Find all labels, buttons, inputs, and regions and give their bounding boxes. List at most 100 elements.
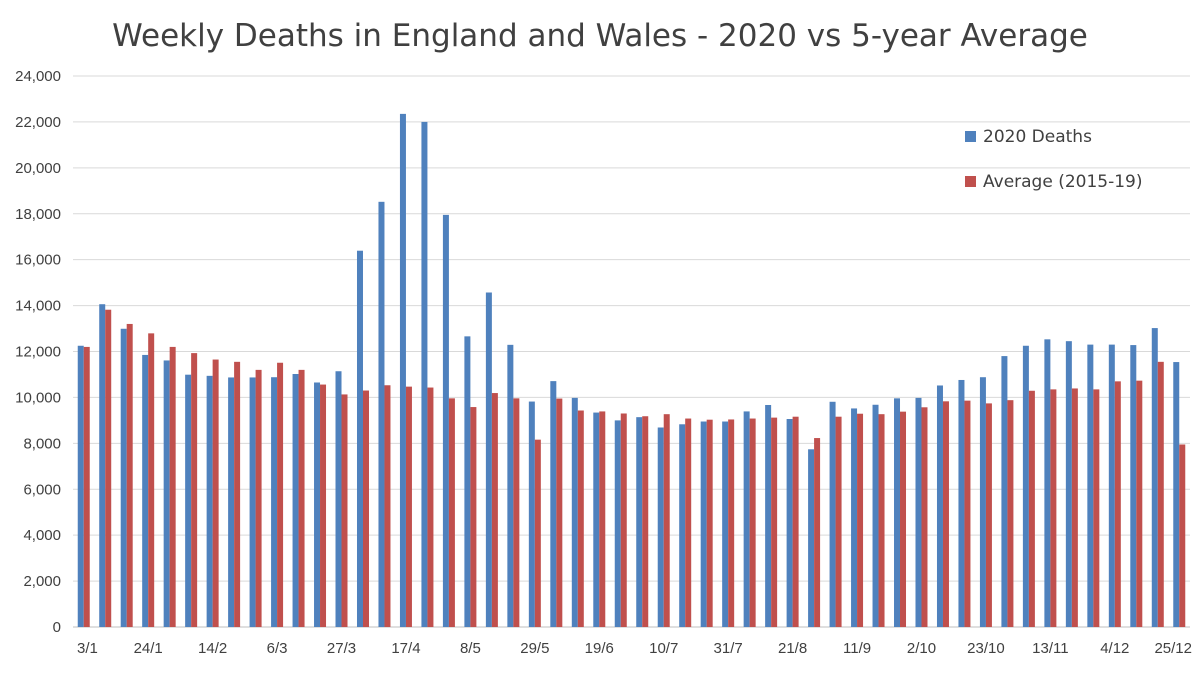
bar-average: [534, 439, 541, 627]
x-tick-label: 3/1: [77, 640, 98, 657]
bar-2020: [485, 292, 492, 627]
bar-2020: [786, 419, 793, 627]
bar-average: [448, 398, 455, 627]
bar-average: [1179, 444, 1186, 627]
y-tick-label: 12,000: [15, 344, 61, 361]
bar-2020: [979, 377, 986, 627]
bar-2020: [271, 377, 278, 627]
legend: 2020 Deaths Average (2015-19): [965, 127, 1143, 192]
bar-2020: [120, 328, 127, 627]
bar-average: [191, 353, 198, 627]
bar-2020: [1044, 339, 1051, 627]
bar-2020: [163, 360, 170, 627]
bar-2020: [1001, 356, 1008, 627]
bar-average: [878, 414, 885, 627]
x-tick-label: 6/3: [267, 640, 288, 657]
bar-average: [771, 417, 778, 627]
bars: [77, 113, 1186, 628]
bar-2020: [378, 201, 385, 627]
bar-average: [212, 359, 219, 627]
bar-average: [749, 418, 756, 627]
y-tick-label: 4,000: [23, 527, 61, 544]
bar-2020: [1065, 341, 1072, 627]
y-tick-label: 6,000: [23, 481, 61, 498]
y-tick-label: 22,000: [15, 114, 61, 131]
bar-average: [298, 369, 305, 627]
bar-average: [148, 333, 155, 627]
bar-average: [384, 385, 391, 627]
bar-2020: [142, 354, 149, 627]
bar-2020: [679, 424, 686, 627]
bar-average: [556, 398, 563, 627]
bar-average: [1157, 361, 1164, 627]
bar-2020: [571, 397, 578, 627]
bar-average: [1136, 380, 1143, 627]
bar-2020: [1173, 362, 1180, 627]
bar-average: [1050, 389, 1057, 627]
bar-average: [234, 361, 241, 627]
bar-2020: [464, 336, 471, 627]
bar-2020: [1022, 345, 1029, 627]
legend-swatch: [965, 131, 976, 142]
bar-average: [427, 387, 434, 627]
bar-average: [1093, 389, 1100, 627]
bar-average: [728, 419, 735, 627]
bar-2020: [335, 371, 342, 627]
bar-average: [470, 407, 477, 627]
bar-2020: [1108, 344, 1115, 627]
y-tick-label: 20,000: [15, 160, 61, 177]
bar-average: [1007, 400, 1014, 627]
bar-average: [1028, 390, 1035, 627]
x-tick-label: 14/2: [198, 640, 227, 657]
bar-2020: [872, 404, 879, 627]
x-tick-label: 17/4: [391, 640, 420, 657]
bar-2020: [808, 449, 815, 627]
bar-average: [921, 407, 928, 627]
x-tick-label: 24/1: [134, 640, 163, 657]
x-axis-ticks: 3/1 24/1 14/2 6/3 27/3 17/4 8/5 29/5 19/6 10/7 31/…: [77, 640, 1192, 657]
bar-average: [814, 438, 821, 627]
bar-average: [1071, 388, 1078, 627]
bar-average: [513, 398, 520, 627]
y-tick-label: 10,000: [15, 389, 61, 406]
bar-average: [320, 384, 327, 627]
bar-2020: [228, 377, 235, 627]
bar-average: [706, 419, 713, 627]
x-tick-label: 31/7: [714, 640, 743, 657]
bar-2020: [442, 214, 449, 627]
bar-2020: [722, 421, 729, 627]
y-tick-label: 24,000: [15, 68, 61, 85]
bar-2020: [292, 374, 299, 627]
x-tick-label: 29/5: [520, 640, 549, 657]
bar-2020: [356, 250, 363, 627]
bar-2020: [1087, 344, 1094, 627]
bar-average: [599, 411, 606, 627]
x-tick-label: 19/6: [585, 640, 614, 657]
chart-title: Weekly Deaths in England and Wales - 202…: [112, 18, 1088, 54]
bar-2020: [657, 427, 664, 627]
bar-2020: [421, 121, 428, 628]
bar-average: [985, 403, 992, 627]
bar-2020: [206, 375, 213, 627]
bar-2020: [399, 113, 406, 627]
bar-average: [685, 418, 692, 627]
bar-average: [491, 393, 498, 627]
bar-average: [857, 413, 864, 627]
x-tick-label: 10/7: [649, 640, 678, 657]
bar-average: [83, 346, 90, 627]
bar-2020: [915, 397, 922, 627]
x-tick-label: 13/11: [1032, 640, 1068, 657]
y-tick-label: 8,000: [23, 435, 61, 452]
y-tick-label: 16,000: [15, 252, 61, 269]
bar-2020: [528, 401, 535, 627]
bar-average: [362, 390, 369, 627]
bar-average: [792, 416, 799, 627]
bar-2020: [958, 379, 965, 627]
bar-average: [277, 362, 284, 627]
bar-average: [577, 410, 584, 627]
bar-2020: [314, 382, 321, 627]
y-tick-label: 0: [53, 619, 61, 636]
bar-average: [341, 394, 348, 627]
